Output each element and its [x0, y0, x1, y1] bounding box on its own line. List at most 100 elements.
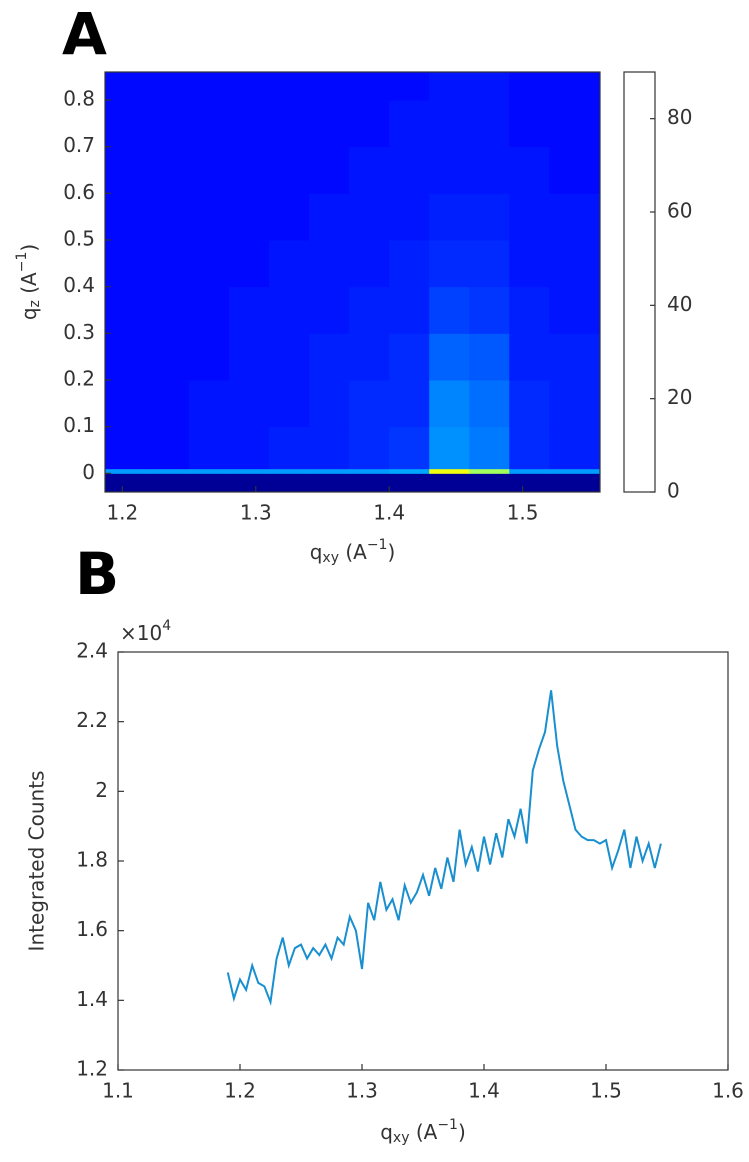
y-tick-label: 0.7 [63, 133, 95, 157]
colorbar-tick-label: 80 [667, 105, 692, 129]
label-part: ) [387, 540, 395, 564]
heat-cell [189, 146, 230, 194]
heat-cell [309, 473, 350, 493]
heat-cell [309, 426, 350, 470]
heat-cell [269, 193, 310, 241]
heat-cell [349, 286, 390, 334]
y-tick-label: 1.4 [76, 987, 108, 1011]
heat-cell [229, 473, 270, 493]
heat-cell [229, 333, 270, 381]
heat-cell [509, 426, 550, 470]
x-tick-label: 1.4 [468, 1079, 500, 1103]
x-tick-label: 1.5 [507, 501, 539, 525]
panel-label: A [62, 0, 107, 68]
heat-cell [349, 333, 390, 381]
heat-cell [429, 380, 470, 428]
label-part: −1 [14, 252, 30, 273]
heat-cell [469, 193, 510, 241]
axis-label: qz (A−1) [14, 244, 43, 320]
heat-cell [105, 146, 150, 194]
heat-cell [509, 193, 550, 241]
heat-cell [349, 473, 390, 493]
heat-cell [189, 72, 230, 101]
y-tick-label: 2.4 [76, 639, 108, 663]
heat-cell [549, 468, 601, 474]
heat-cell [149, 240, 190, 288]
heat-cell [105, 72, 150, 101]
heat-cell [469, 473, 510, 493]
heat-cell [509, 286, 550, 334]
heat-cell [389, 72, 430, 101]
heat-cell [189, 100, 230, 148]
x-tick-label: 1.5 [590, 1079, 622, 1103]
heat-cell [105, 100, 150, 148]
heat-cell [349, 426, 390, 470]
y-tick-label: 0.8 [63, 87, 95, 111]
heat-cell [229, 468, 270, 474]
heat-cell [309, 240, 350, 288]
heat-cell [309, 333, 350, 381]
heat-cell [105, 286, 150, 334]
x-tick-label: 1.1 [102, 1079, 134, 1103]
heat-cell [269, 286, 310, 334]
heat-cell [309, 286, 350, 334]
heat-cell [549, 100, 601, 148]
x-tick-label: 1.3 [240, 501, 272, 525]
heat-cell [229, 193, 270, 241]
y-tick-label: 0.6 [63, 180, 95, 204]
heat-cell [389, 193, 430, 241]
axes-frame [104, 71, 601, 493]
heat-cell [229, 286, 270, 334]
panel-label: B [75, 540, 119, 608]
heat-cell [229, 240, 270, 288]
heat-cell [269, 100, 310, 148]
heat-cell [429, 72, 470, 101]
heat-cell [349, 193, 390, 241]
y-tick-label: 0.4 [63, 273, 95, 297]
heat-cell [469, 426, 510, 470]
heat-cell [149, 468, 190, 474]
heat-cell [549, 72, 601, 101]
heat-cell [105, 193, 150, 241]
heat-cell [469, 468, 510, 474]
heat-cell [105, 380, 150, 428]
heat-cell [389, 100, 430, 148]
x-tick-label: 1.2 [224, 1079, 256, 1103]
heat-cell [429, 333, 470, 381]
y-tick-label: 1.8 [76, 848, 108, 872]
heat-cell [269, 473, 310, 493]
heat-cell [229, 72, 270, 101]
x-tick-label: 1.4 [373, 501, 405, 525]
heat-cell [149, 100, 190, 148]
label-part: q [380, 1120, 393, 1144]
heat-cell [105, 468, 150, 474]
heat-cell [149, 146, 190, 194]
label-part: ) [458, 1120, 466, 1144]
heat-cell [269, 240, 310, 288]
heat-cell [105, 473, 150, 493]
heat-cell [509, 240, 550, 288]
heat-cell [269, 426, 310, 470]
heat-cell [349, 72, 390, 101]
heat-cell [105, 426, 150, 470]
heat-cell [549, 473, 601, 493]
heat-cell [509, 473, 550, 493]
x-tick-label: 1.2 [106, 501, 138, 525]
colorbar-tick-label: 20 [667, 385, 692, 409]
heat-cell [309, 146, 350, 194]
heat-cell [469, 146, 510, 194]
heat-cell [429, 240, 470, 288]
heat-cell [349, 146, 390, 194]
heat-cell [549, 240, 601, 288]
heat-cell [389, 146, 430, 194]
y-tick-label: 2.2 [76, 708, 108, 732]
axis-label: qxy (A−1) [380, 1117, 466, 1146]
heat-cell [549, 286, 601, 334]
heat-cell [269, 146, 310, 194]
heat-cell [509, 146, 550, 194]
heat-cell [189, 240, 230, 288]
colorbar-tick-label: 60 [667, 199, 692, 223]
heat-cell [549, 146, 601, 194]
y-tick-label: 0.2 [63, 367, 95, 391]
heat-cell [349, 380, 390, 428]
